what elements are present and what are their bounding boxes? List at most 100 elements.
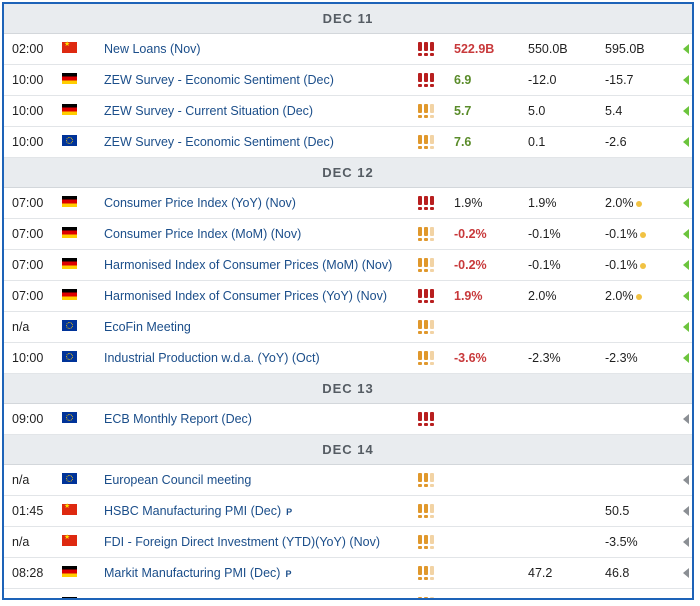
event-name: Harmonised Index of Consumer Prices (YoY… [104, 289, 387, 303]
previous-text: -2.3% [605, 351, 638, 365]
event-row[interactable]: 08:28 Markit Services PMI (Dec)P 50.0 49.7 [4, 589, 692, 600]
volatility-bar [424, 42, 428, 56]
expand-arrow-icon[interactable] [683, 291, 689, 301]
previous-text: 46.8 [605, 566, 630, 580]
expand-arrow-icon[interactable] [683, 475, 689, 485]
event-row[interactable]: n/a FDI - Foreign Direct Investment (YTD)… [4, 527, 692, 558]
previous-text: 595.0B [605, 42, 645, 56]
volatility-bar [430, 104, 434, 118]
event-row[interactable]: 07:00 Consumer Price Index (YoY) (Nov) 1.9… [4, 188, 692, 219]
event-name-link[interactable]: ECB Monthly Report (Dec) [104, 412, 252, 426]
event-time: n/a [12, 473, 30, 487]
actual-value: 6.9 [454, 73, 472, 87]
volatility-bar [430, 412, 434, 426]
previous-value: -2.3% [605, 351, 638, 365]
volatility-icon [418, 597, 434, 598]
event-name-link[interactable]: ZEW Survey - Economic Sentiment (Dec) [104, 73, 334, 87]
germany-flag-icon [62, 566, 77, 577]
event-row[interactable]: n/a European Council meeting [4, 465, 692, 496]
actual-value: 5.7 [454, 104, 472, 118]
event-name-link[interactable]: EcoFin Meeting [104, 320, 191, 334]
actual-value: 1.9% [454, 289, 483, 303]
volatility-bar [418, 566, 422, 580]
event-name-link[interactable]: ZEW Survey - Current Situation (Dec) [104, 104, 313, 118]
volatility-bar [418, 597, 422, 598]
event-name-link[interactable]: HSBC Manufacturing PMI (Dec) P [104, 504, 292, 518]
actual-value: 522.9B [454, 42, 495, 56]
expand-arrow-icon[interactable] [683, 44, 689, 54]
event-name-link[interactable]: Harmonised Index of Consumer Prices (YoY… [104, 289, 387, 303]
expand-arrow-icon[interactable] [683, 198, 689, 208]
event-name: FDI - Foreign Direct Investment (YTD)(Yo… [104, 535, 380, 549]
eu-flag-icon [62, 135, 77, 146]
event-name-link[interactable]: European Council meeting [104, 473, 251, 487]
volatility-icon [418, 412, 434, 426]
eu-flag-icon [62, 473, 77, 484]
volatility-bar [424, 73, 428, 87]
volatility-bar [418, 196, 422, 210]
event-row[interactable]: 09:00 ECB Monthly Report (Dec) [4, 404, 692, 435]
previous-value: -0.1% [605, 227, 646, 241]
volatility-icon [418, 196, 434, 210]
event-time: 08:28 [12, 597, 43, 598]
forecast-value: 47.2 [528, 566, 553, 580]
previous-value: -3.5% [605, 535, 638, 549]
expand-arrow-icon[interactable] [683, 137, 689, 147]
event-time: 09:00 [12, 412, 44, 426]
volatility-bar [424, 104, 428, 118]
volatility-bar [430, 42, 434, 56]
previous-text: -2.6 [605, 135, 627, 149]
germany-flag-icon [62, 258, 77, 269]
event-name: Consumer Price Index (YoY) (Nov) [104, 196, 296, 210]
expand-arrow-icon[interactable] [683, 506, 689, 516]
event-name-link[interactable]: New Loans (Nov) [104, 42, 201, 56]
event-name-link[interactable]: Harmonised Index of Consumer Prices (MoM… [104, 258, 392, 272]
volatility-bar [430, 73, 434, 87]
expand-arrow-icon[interactable] [683, 537, 689, 547]
event-row[interactable]: 10:00 ZEW Survey - Current Situation (Dec… [4, 96, 692, 127]
forecast-value: 0.1 [528, 135, 546, 149]
event-name-link[interactable]: ZEW Survey - Economic Sentiment (Dec) [104, 135, 334, 149]
event-name-link[interactable]: Markit Manufacturing PMI (Dec) P [104, 566, 291, 580]
volatility-bar [418, 104, 422, 118]
event-row[interactable]: 02:00 New Loans (Nov) 522.9B 550.0B 595.0B [4, 34, 692, 65]
expand-arrow-icon[interactable] [683, 106, 689, 116]
expand-arrow-icon[interactable] [683, 599, 689, 600]
expand-arrow-icon[interactable] [683, 229, 689, 239]
event-row[interactable]: 07:00 Harmonised Index of Consumer Prices… [4, 281, 692, 312]
previous-value: 2.0% [605, 196, 642, 210]
forecast-value: -12.0 [528, 73, 557, 87]
event-row[interactable]: n/a EcoFin Meeting [4, 312, 692, 343]
event-row[interactable]: 10:00 ZEW Survey - Economic Sentiment (De… [4, 127, 692, 158]
event-row[interactable]: 10:00 ZEW Survey - Economic Sentiment (De… [4, 65, 692, 96]
event-name: Markit Services PMI (Dec) [104, 597, 249, 598]
volatility-bar [430, 258, 434, 272]
event-row[interactable]: 07:00 Consumer Price Index (MoM) (Nov) -0.… [4, 219, 692, 250]
event-row[interactable]: 07:00 Harmonised Index of Consumer Prices… [4, 250, 692, 281]
event-name: New Loans (Nov) [104, 42, 201, 56]
event-name: ZEW Survey - Current Situation (Dec) [104, 104, 314, 118]
expand-arrow-icon[interactable] [683, 75, 689, 85]
event-row[interactable]: 01:45 HSBC Manufacturing PMI (Dec) P 50.5 [4, 496, 692, 527]
expand-arrow-icon[interactable] [683, 568, 689, 578]
event-name-link[interactable]: Industrial Production w.d.a. (YoY) (Oct) [104, 351, 320, 365]
expand-arrow-icon[interactable] [683, 260, 689, 270]
event-row[interactable]: 10:00 Industrial Production w.d.a. (YoY) … [4, 343, 692, 374]
previous-text: 50.5 [605, 504, 630, 518]
event-name-link[interactable]: Consumer Price Index (MoM) (Nov) [104, 227, 301, 241]
event-name: Industrial Production w.d.a. (YoY) (Oct) [104, 351, 320, 365]
event-name-link[interactable]: FDI - Foreign Direct Investment (YTD)(Yo… [104, 535, 380, 549]
event-row[interactable]: 08:28 Markit Manufacturing PMI (Dec) P 47.2… [4, 558, 692, 589]
expand-arrow-icon[interactable] [683, 414, 689, 424]
event-name-link[interactable]: Markit Services PMI (Dec)P [104, 597, 260, 598]
volatility-bar [430, 351, 434, 365]
volatility-bar [424, 196, 428, 210]
revision-dot-icon [639, 231, 646, 238]
volatility-icon [418, 351, 434, 365]
preliminary-icon: P [286, 507, 293, 517]
actual-value: -3.6% [454, 351, 487, 365]
expand-arrow-icon[interactable] [683, 322, 689, 332]
expand-arrow-icon[interactable] [683, 353, 689, 363]
forecast-value: -0.1% [528, 258, 561, 272]
event-name-link[interactable]: Consumer Price Index (YoY) (Nov) [104, 196, 296, 210]
